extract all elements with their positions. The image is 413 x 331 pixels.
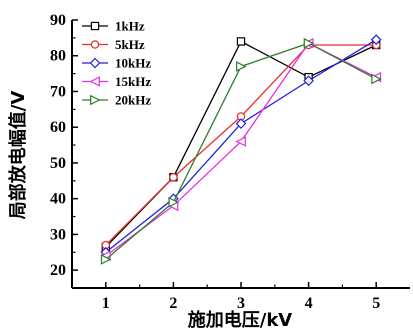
y-tick-label: 40: [50, 191, 66, 208]
data-point: [303, 37, 315, 49]
data-point: [168, 196, 180, 208]
x-tick-label: 5: [372, 295, 380, 312]
legend-label: 5kHz: [115, 37, 145, 52]
data-point: [235, 136, 246, 147]
data-point: [370, 34, 382, 46]
data-point: [236, 61, 247, 72]
x-axis-title: 施加电压/kV: [188, 309, 293, 331]
data-point: [169, 173, 178, 182]
data-point: [235, 118, 247, 129]
data-point: [100, 254, 112, 265]
x-tick-label: 1: [102, 295, 110, 312]
x-tick-label: 3: [237, 295, 245, 312]
y-tick-label: 80: [50, 48, 66, 65]
legend-item: 10kHz: [82, 56, 151, 71]
y-axis-title: 局部放电幅值/V: [7, 91, 29, 220]
series-line: [105, 39, 377, 253]
legend-label: 20kHz: [115, 93, 151, 108]
y-tick-label: 90: [50, 12, 66, 29]
legend: 1kHz 5kHz 10kHz 15kHz 20kHz: [82, 19, 151, 108]
data-point: [90, 21, 100, 31]
data-point: [89, 76, 100, 87]
axes-layer: 20 30 40 50 60 70 80 90 1 2 3 4 5: [50, 12, 410, 312]
legend-label: 10kHz: [115, 56, 151, 71]
legend-label: 15kHz: [115, 74, 151, 89]
data-point: [303, 75, 314, 87]
series-5kHz: [101, 40, 381, 250]
legend-item: 20kHz: [82, 93, 151, 108]
y-tick-label: 50: [50, 155, 66, 172]
y-tick-label: 20: [50, 262, 66, 279]
y-tick-label: 70: [50, 83, 66, 100]
x-tick-label: 4: [305, 295, 313, 312]
series-layer: [100, 34, 382, 265]
data-point: [89, 57, 101, 69]
data-point: [90, 40, 100, 49]
y-tick-label: 30: [50, 226, 66, 243]
x-tick-label: 2: [169, 295, 177, 312]
legend-label: 1kHz: [115, 19, 145, 34]
legend-item: 5kHz: [82, 37, 145, 52]
legend-item: 15kHz: [82, 74, 151, 89]
series-20kHz: [100, 37, 382, 265]
legend-item: 1kHz: [82, 19, 145, 34]
data-point: [371, 73, 382, 85]
data-point: [90, 94, 101, 106]
data-point: [236, 37, 246, 46]
y-tick-label: 60: [50, 119, 66, 136]
